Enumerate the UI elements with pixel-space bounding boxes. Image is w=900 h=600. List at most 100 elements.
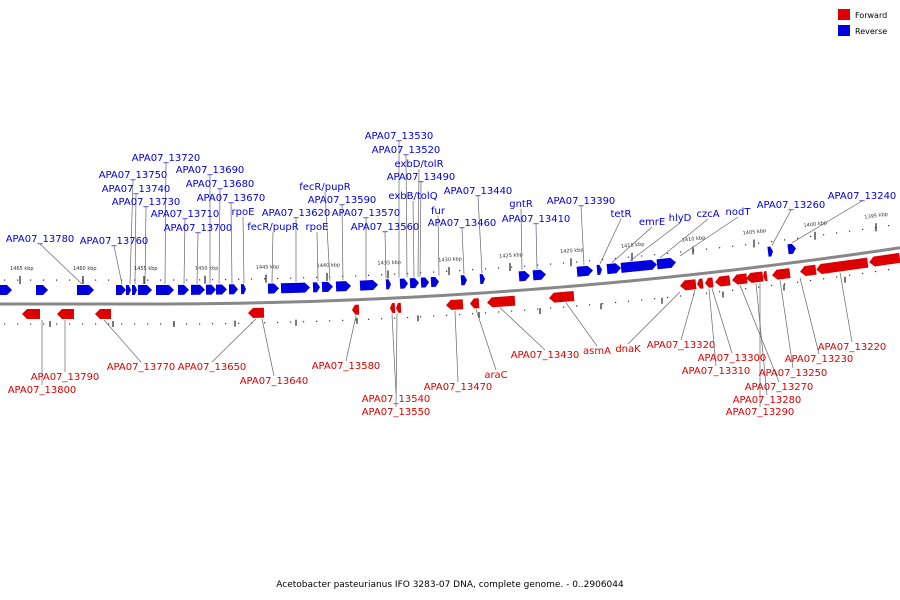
reverse-gene-arrow[interactable] [518,270,531,282]
reverse-gene-arrow[interactable] [430,276,440,288]
reverse-gene-arrow[interactable] [359,280,378,291]
reverse-gene-label[interactable]: APA07_13440 [444,186,513,197]
reverse-gene-label[interactable]: APA07_13590 [308,195,377,206]
forward-gene-arrow[interactable] [731,273,748,285]
reverse-gene-arrow[interactable] [620,259,658,273]
forward-gene-label[interactable]: APA07_13270 [745,382,814,393]
reverse-gene-arrow[interactable] [116,285,126,295]
reverse-gene-arrow[interactable] [132,285,137,295]
forward-gene-label[interactable]: APA07_13310 [682,366,751,377]
reverse-gene-label[interactable]: czcA [696,209,719,220]
forward-gene-arrow[interactable] [390,303,396,314]
forward-gene-arrow[interactable] [248,307,265,318]
reverse-gene-arrow[interactable] [596,264,603,275]
forward-gene-arrow[interactable] [396,302,402,313]
reverse-gene-label[interactable]: APA07_13490 [387,172,456,183]
forward-gene-label[interactable]: APA07_13280 [733,395,802,406]
forward-gene-label[interactable]: APA07_13580 [312,361,381,372]
reverse-gene-label[interactable]: exbD/tolR [394,159,443,170]
reverse-gene-arrow[interactable] [240,284,246,295]
reverse-gene-label[interactable]: APA07_13740 [102,184,171,195]
reverse-gene-label[interactable]: APA07_13780 [6,234,75,245]
reverse-gene-label[interactable]: APA07_13670 [197,193,266,204]
forward-gene-label[interactable]: APA07_13770 [107,362,176,373]
forward-gene-arrow[interactable] [868,252,900,267]
reverse-gene-arrow[interactable] [420,277,430,288]
forward-gene-arrow[interactable] [487,295,516,308]
forward-gene-arrow[interactable] [22,309,40,319]
reverse-gene-label[interactable]: APA07_13530 [365,131,434,142]
reverse-gene-arrow[interactable] [385,279,391,290]
forward-gene-label[interactable]: APA07_13300 [698,353,767,364]
reverse-gene-label[interactable]: fecR/pupR [247,222,299,233]
reverse-gene-arrow[interactable] [335,281,351,292]
reverse-gene-arrow[interactable] [460,275,468,286]
forward-gene-label[interactable]: APA07_13790 [31,372,100,383]
forward-gene-label[interactable]: APA07_13220 [818,342,887,353]
reverse-gene-arrow[interactable] [267,283,279,294]
forward-gene-label[interactable]: araC [484,370,507,381]
forward-gene-label[interactable]: APA07_13230 [785,354,854,365]
reverse-gene-label[interactable]: APA07_13240 [828,191,897,202]
reverse-gene-label[interactable]: tetR [611,209,632,220]
reverse-gene-arrow[interactable] [767,246,773,257]
reverse-gene-arrow[interactable] [77,285,94,295]
reverse-gene-label[interactable]: APA07_13720 [132,153,201,164]
forward-gene-arrow[interactable] [549,291,575,303]
forward-gene-arrow[interactable] [745,271,764,283]
forward-gene-arrow[interactable] [470,298,480,309]
reverse-gene-arrow[interactable] [399,278,408,289]
reverse-gene-arrow[interactable] [787,243,796,255]
reverse-gene-arrow[interactable] [190,284,205,295]
forward-gene-label[interactable]: APA07_13550 [362,407,431,418]
reverse-gene-label[interactable]: fecR/pupR [299,182,351,193]
reverse-gene-label[interactable]: APA07_13680 [186,179,255,190]
reverse-gene-arrow[interactable] [479,273,486,285]
reverse-gene-arrow[interactable] [155,284,174,296]
reverse-gene-label[interactable]: APA07_13260 [757,200,826,211]
forward-gene-arrow[interactable] [352,304,360,315]
reverse-gene-label[interactable]: APA07_13760 [80,236,149,247]
reverse-gene-label[interactable]: APA07_13410 [502,214,571,225]
forward-gene-arrow[interactable] [696,278,704,289]
reverse-gene-arrow[interactable] [228,284,238,295]
reverse-gene-label[interactable]: APA07_13700 [164,223,233,234]
reverse-gene-label[interactable]: APA07_13750 [99,170,168,181]
reverse-gene-arrow[interactable] [0,285,12,295]
forward-gene-arrow[interactable] [762,270,768,282]
reverse-gene-label[interactable]: exbB/tolQ [388,191,437,202]
reverse-gene-label[interactable]: emrE [639,217,665,228]
reverse-gene-arrow[interactable] [321,281,333,293]
reverse-gene-label[interactable]: APA07_13390 [547,196,616,207]
forward-gene-label[interactable]: APA07_13320 [647,340,716,351]
reverse-gene-arrow[interactable] [606,263,622,275]
reverse-gene-arrow[interactable] [576,265,594,277]
reverse-gene-label[interactable]: hlyD [669,213,692,224]
reverse-gene-arrow[interactable] [312,282,320,293]
forward-gene-label[interactable]: APA07_13650 [178,362,247,373]
forward-gene-label[interactable]: APA07_13250 [759,368,828,379]
forward-gene-label[interactable]: APA07_13800 [8,385,77,396]
reverse-gene-label[interactable]: APA07_13520 [372,145,441,156]
reverse-gene-label[interactable]: APA07_13690 [176,165,245,176]
forward-gene-arrow[interactable] [95,309,111,319]
forward-gene-arrow[interactable] [446,299,464,310]
forward-gene-label[interactable]: asmA [583,346,611,357]
reverse-gene-label[interactable]: APA07_13730 [112,197,181,208]
reverse-gene-arrow[interactable] [177,284,189,295]
forward-gene-label[interactable]: APA07_13470 [424,382,493,393]
reverse-gene-label[interactable]: APA07_13460 [428,218,497,229]
reverse-gene-label[interactable]: gntR [509,199,533,210]
reverse-gene-arrow[interactable] [138,285,152,295]
reverse-gene-arrow[interactable] [126,285,131,295]
reverse-gene-label[interactable]: APA07_13560 [351,222,420,233]
forward-gene-arrow[interactable] [714,275,731,287]
reverse-gene-arrow[interactable] [36,285,48,295]
forward-gene-arrow[interactable] [816,257,869,275]
reverse-gene-arrow[interactable] [409,277,420,289]
forward-gene-arrow[interactable] [704,277,714,288]
reverse-gene-arrow[interactable] [280,282,310,294]
reverse-gene-arrow[interactable] [205,284,216,295]
reverse-gene-arrow[interactable] [532,269,547,281]
forward-gene-label[interactable]: APA07_13640 [240,376,309,387]
